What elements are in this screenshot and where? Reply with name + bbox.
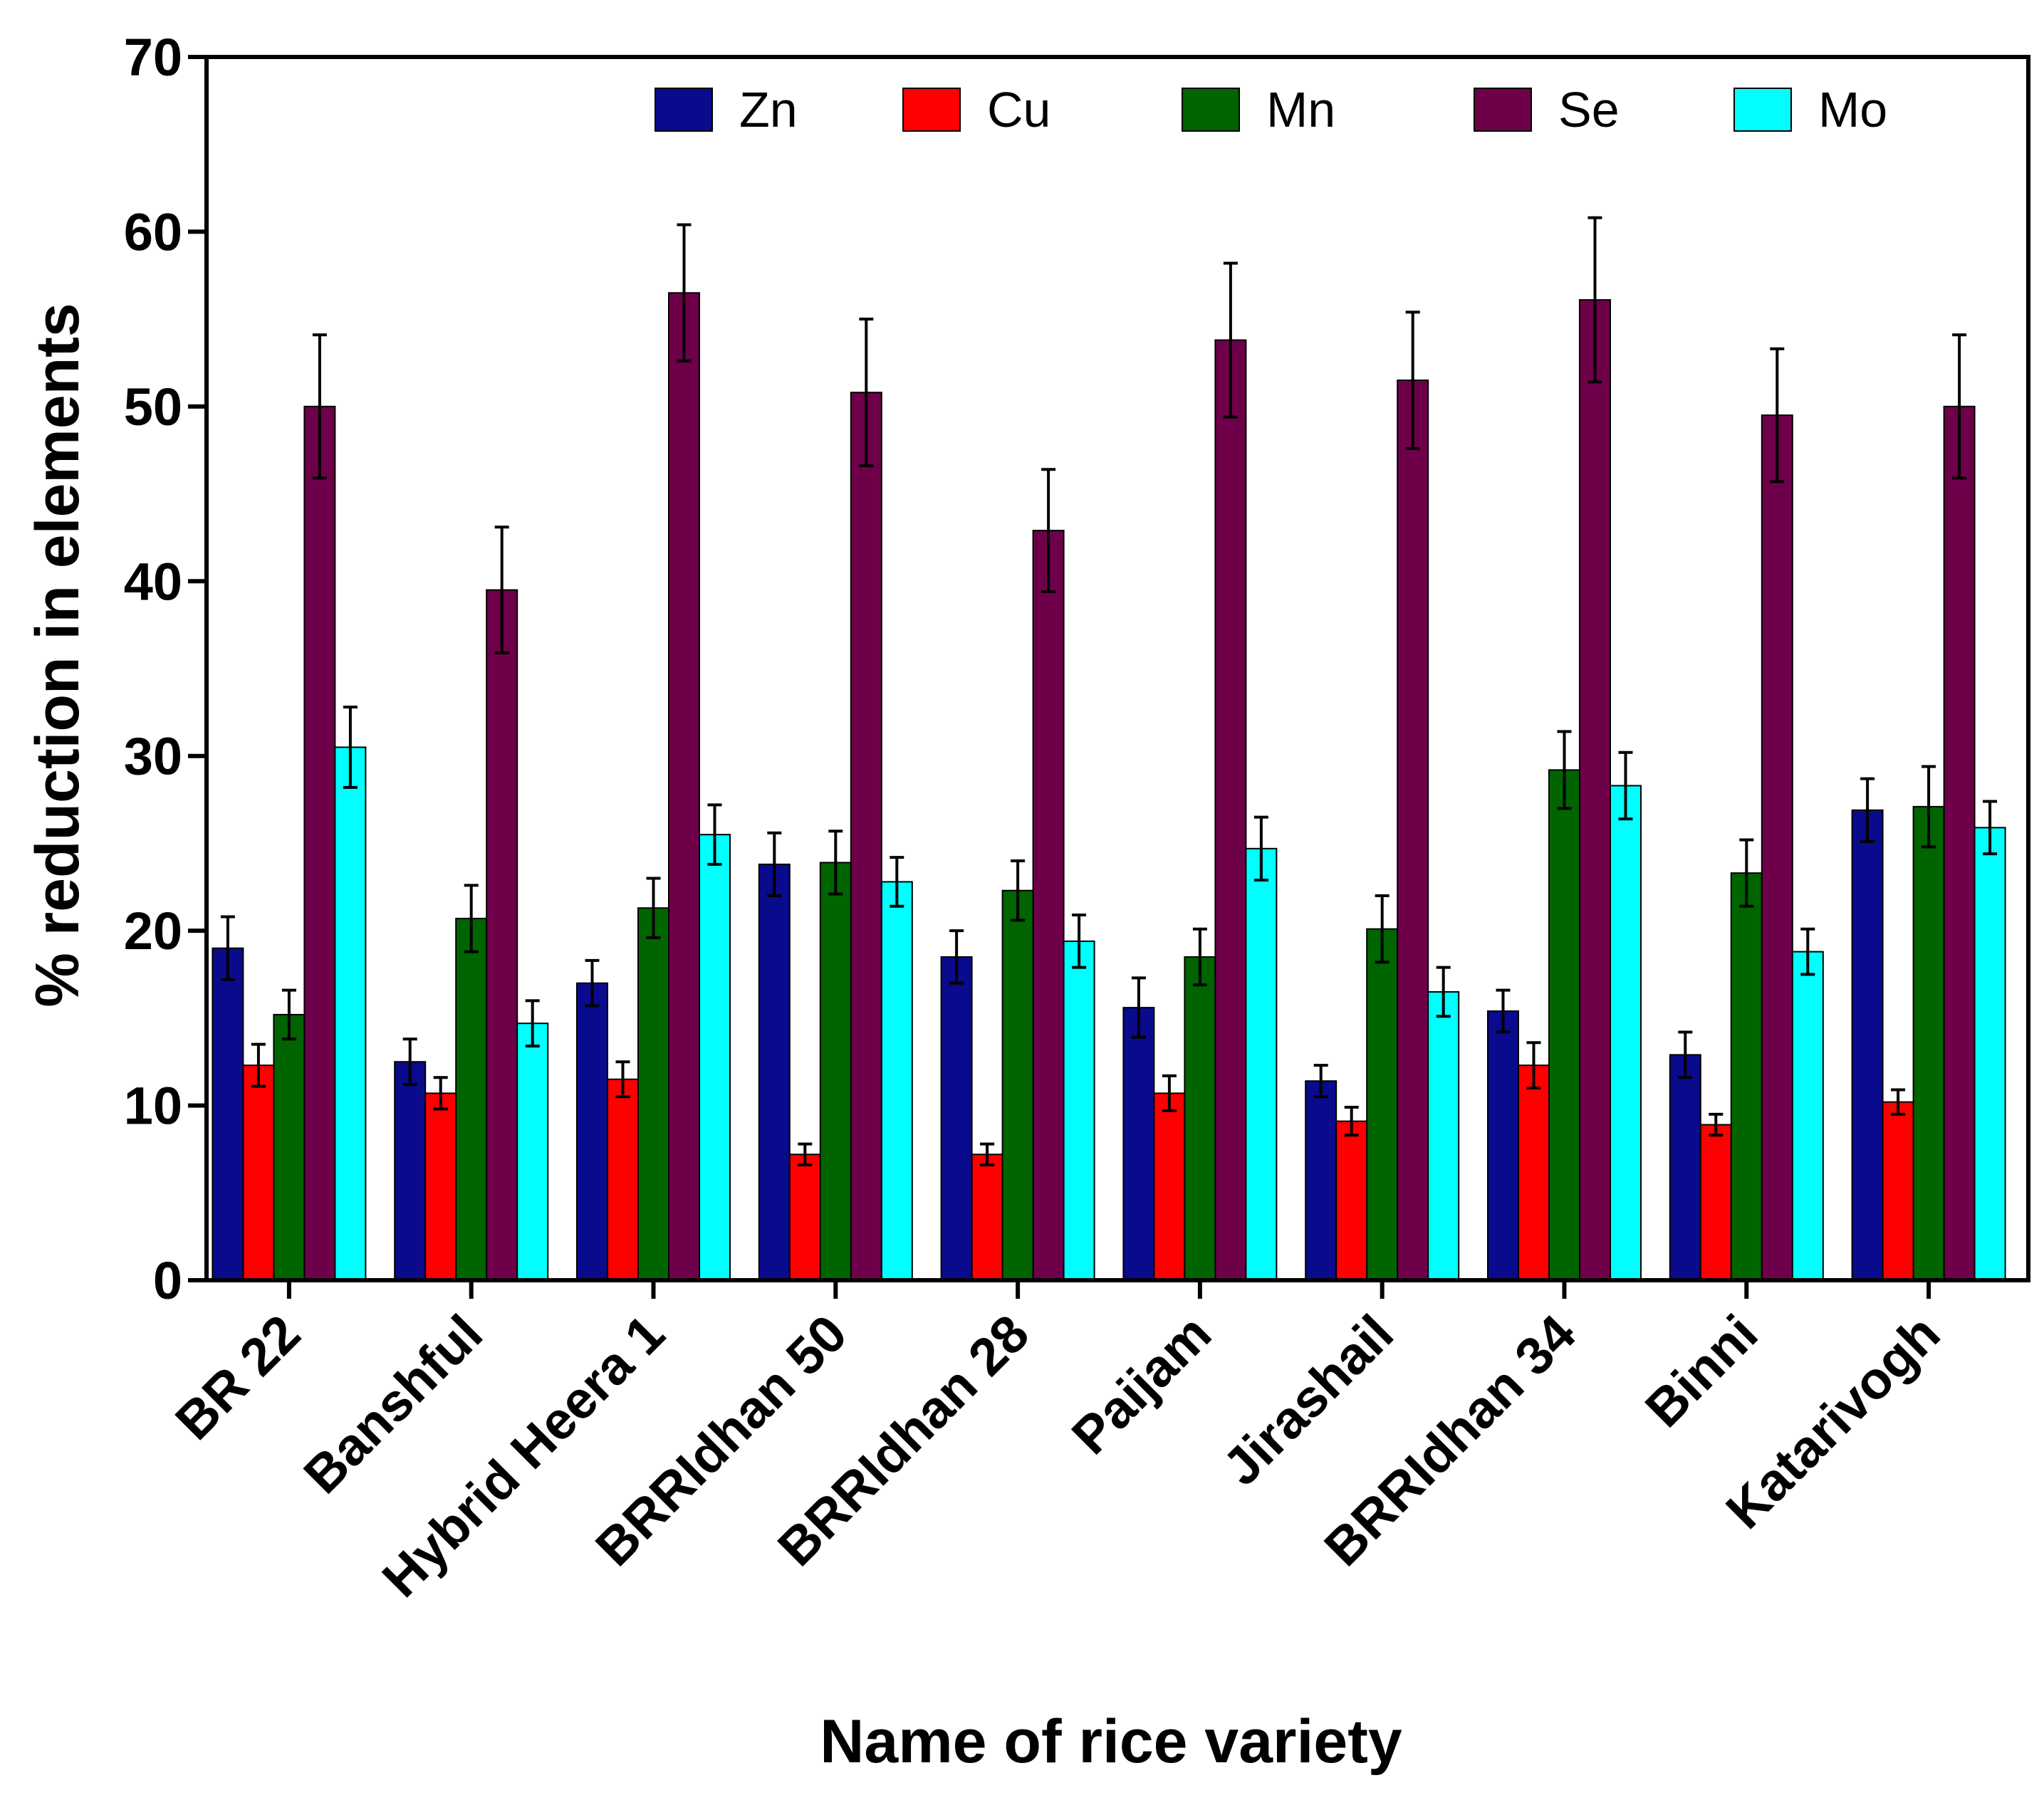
y-tick-label: 0 [153,1251,182,1310]
bar-mo [1063,940,1095,1281]
bar-mo [1245,847,1278,1281]
bar-se [1397,380,1429,1281]
legend-swatch-zn [655,88,713,132]
bar-se [850,392,882,1281]
bar-se [486,589,518,1281]
legend-swatch-se [1474,88,1532,132]
bar-cu [1153,1092,1186,1282]
legend-swatch-cu [902,88,961,132]
bar-mn [1730,872,1763,1282]
bar-cu [242,1064,275,1281]
legend-label-zn: Zn [739,82,798,137]
bar-cu [788,1154,821,1281]
legend-label-mo: Mo [1818,82,1887,137]
bar-mn [1548,769,1580,1281]
x-tick-label: Paijam [1060,1304,1222,1465]
legend-label-cu: Cu [987,82,1050,137]
y-tick-label: 10 [124,1077,182,1136]
y-tick-label: 70 [124,28,182,87]
bar-mn [1001,889,1034,1282]
legend-label-se: Se [1558,82,1620,137]
bar-se [1761,414,1793,1282]
y-tick-label: 60 [124,202,182,261]
legend-swatch-mn [1182,88,1240,132]
bar-cu [971,1154,1003,1281]
bar-zn [1487,1010,1519,1282]
legend-label-mn: Mn [1266,82,1335,137]
bar-zn [212,947,244,1281]
bar-mn [1366,928,1399,1282]
bar-se [1579,299,1611,1281]
legend: Zn Cu Mn Se Mo [655,82,1887,137]
x-tick-label: Binni [1634,1304,1768,1438]
y-axis-title: % reduction in elements [24,303,92,1007]
bar-cu [1882,1101,1914,1281]
bar-cu [1518,1064,1550,1281]
bar-mo [1791,951,1824,1281]
bar-zn [1669,1054,1701,1281]
bar-mn [637,907,669,1282]
bar-se [1943,405,1976,1281]
bar-zn [1851,809,1884,1281]
y-tick-label: 30 [124,727,182,786]
bar-cu [1335,1120,1368,1282]
bar-se [668,292,700,1281]
bar-zn [940,956,973,1281]
bar-mn [273,1013,306,1282]
y-tick-label: 50 [124,377,182,436]
y-tick-label: 20 [124,901,182,961]
bar-mo [699,834,731,1281]
bar-mn [1184,956,1216,1281]
axes-layer [204,55,2030,1282]
bar-mn [819,862,852,1281]
bar-mo [1973,827,2006,1281]
bar-se [1214,339,1247,1282]
legend-swatch-mo [1733,88,1792,132]
bar-mn [1912,805,1945,1281]
y-tick-label: 40 [124,552,182,611]
bar-mo [1610,785,1642,1281]
x-tick-label: BR 22 [164,1304,311,1451]
bar-mo [334,746,367,1281]
bar-mo [880,881,913,1281]
bar-mo [1427,991,1460,1281]
bar-cu [607,1078,639,1282]
bars-layer [212,216,2006,1282]
bar-zn [394,1061,427,1281]
bar-cu [1699,1124,1732,1282]
bar-cu [424,1092,457,1282]
y-ticks: 0 10 20 30 40 50 60 70 [124,28,207,1310]
bar-zn [576,982,608,1282]
bar-se [303,405,336,1281]
bar-mo [516,1022,549,1281]
bar-se [1032,530,1065,1281]
x-axis-title: Name of rice variety [820,1707,1402,1776]
bar-zn [758,863,791,1281]
x-tick-label: Jirashail [1211,1304,1404,1497]
bar-zn [1122,1007,1155,1282]
bar-mn [455,917,488,1282]
bar-zn [1305,1080,1338,1281]
